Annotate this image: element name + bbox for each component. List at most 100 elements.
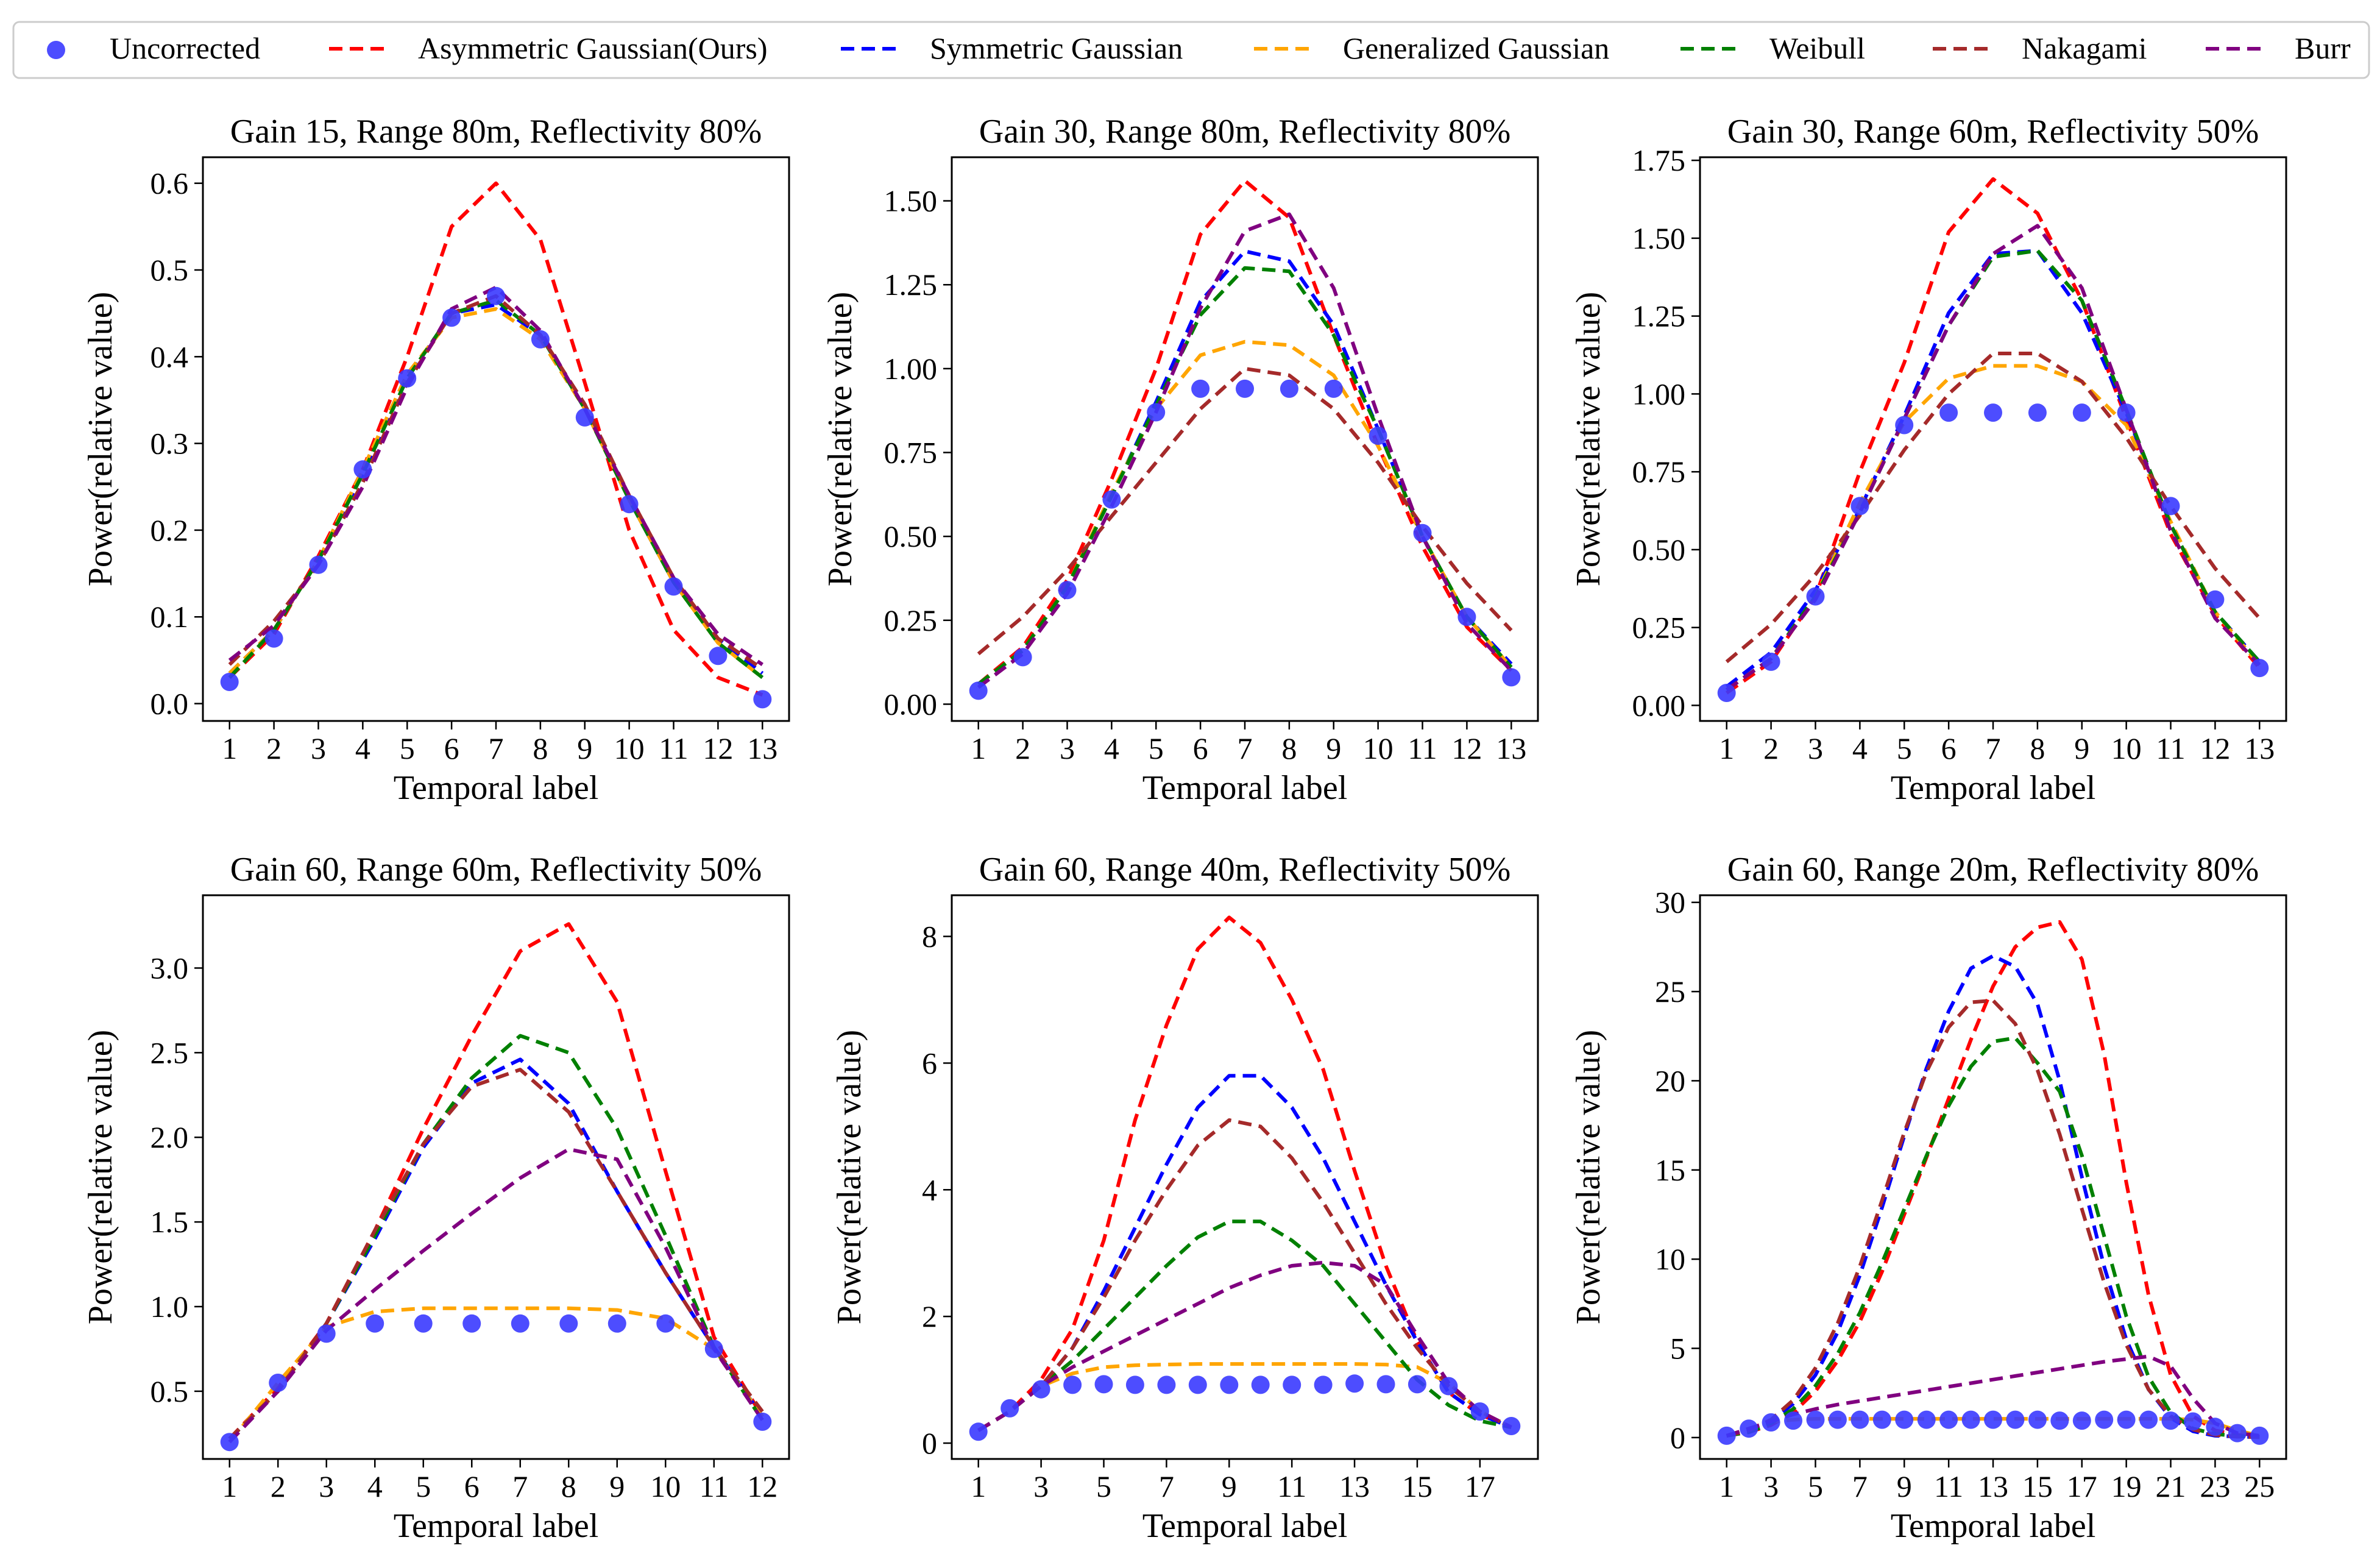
scatter-point-uncorrected <box>1280 379 1298 398</box>
series-line-nakagami <box>977 1118 1512 1432</box>
scatter-point-uncorrected <box>317 1324 336 1343</box>
legend-entry-asymmetric-gaussian: Asymmetric Gaussian(Ours) <box>329 31 768 65</box>
x-tick-label: 21 <box>2156 1469 2186 1503</box>
scatter-point-uncorrected <box>969 1422 988 1441</box>
legend-entry-weibull: Weibull <box>1681 31 1865 65</box>
legend-label-uncorrected: Uncorrected <box>110 31 260 65</box>
series-line-burr <box>977 212 1513 689</box>
series-line-symmetric-gaussian <box>977 249 1513 686</box>
y-tick-label: 0.50 <box>1632 533 1686 567</box>
y-tick-label: 0.2 <box>151 513 189 547</box>
x-tick-label: 9 <box>609 1469 625 1503</box>
scatter-point-uncorrected <box>309 555 328 574</box>
plot-data <box>969 915 1521 1441</box>
scatter-point-uncorrected <box>2028 1410 2047 1429</box>
scatter-point-uncorrected <box>2161 1411 2180 1430</box>
x-tick-label: 12 <box>747 1469 777 1503</box>
scatter-point-uncorrected <box>1851 497 1869 516</box>
legend-label-burr: Burr <box>2295 31 2351 65</box>
scatter-point-uncorrected <box>1939 403 1958 422</box>
legend-entry-symmetric-gaussian: Symmetric Gaussian <box>841 31 1183 65</box>
x-tick-label: 12 <box>2200 731 2230 765</box>
y-tick-label: 0.50 <box>884 519 938 553</box>
scatter-point-uncorrected <box>1102 490 1121 509</box>
x-tick-label: 11 <box>699 1469 729 1503</box>
scatter-point-uncorrected <box>414 1314 433 1333</box>
chart-title: Gain 30, Range 60m, Reflectivity 50% <box>1727 113 2259 151</box>
x-tick-label: 3 <box>1763 1469 1779 1503</box>
scatter-point-uncorrected <box>2228 1424 2247 1443</box>
scatter-point-uncorrected <box>2139 1410 2158 1429</box>
scatter-point-uncorrected <box>1220 1375 1239 1394</box>
y-axis-label: Power(relative value) <box>831 1030 868 1325</box>
scatter-point-uncorrected <box>2072 403 2091 422</box>
scatter-point-uncorrected <box>1502 668 1521 687</box>
x-tick-label: 11 <box>1277 1469 1306 1503</box>
y-tick-label: 8 <box>922 920 937 954</box>
subplot-3: 1 2 3 4 5 6 7 8 9 10 11 12 130.000.250.500.751.001.2… <box>1570 113 2287 807</box>
x-tick-label: 5 <box>1149 731 1164 765</box>
y-tick-label: 0.75 <box>1632 455 1686 489</box>
legend-label-asymmetric-gaussian: Asymmetric Gaussian(Ours) <box>418 31 768 65</box>
y-axis-label: Power(relative value) <box>1570 1030 1607 1325</box>
series-line-weibull <box>1726 1036 2260 1439</box>
x-axis-label: Temporal label <box>394 769 599 807</box>
scatter-point-uncorrected <box>1895 1410 1914 1429</box>
x-tick-label: 9 <box>577 731 592 765</box>
scatter-point-uncorrected <box>1314 1375 1333 1394</box>
series-line-symmetric-gaussian <box>228 1057 764 1440</box>
y-tick-label: 2 <box>922 1299 937 1333</box>
legend-marker-uncorrected <box>47 41 65 59</box>
legend-entry-generalized-gaussian: Generalized Gaussian <box>1254 31 1609 65</box>
x-tick-label: 8 <box>1281 731 1297 765</box>
y-axis-label: Power(relative value) <box>821 292 859 587</box>
x-tick-label: 8 <box>533 731 548 765</box>
x-tick-label: 25 <box>2244 1469 2275 1503</box>
legend-label-weibull: Weibull <box>1769 31 1865 65</box>
scatter-point-uncorrected <box>2028 403 2047 422</box>
legend-entry-burr: Burr <box>2206 31 2351 65</box>
x-tick-label: 9 <box>1326 731 1341 765</box>
y-tick-label: 1.00 <box>884 352 938 386</box>
x-tick-label: 5 <box>1808 1469 1823 1503</box>
legend-frame <box>12 21 2370 79</box>
scatter-point-uncorrected <box>1283 1375 1302 1394</box>
scatter-point-uncorrected <box>1502 1417 1521 1435</box>
scatter-point-uncorrected <box>2184 1412 2202 1431</box>
y-axis-label: Power(relative value) <box>82 1030 119 1325</box>
scatter-point-uncorrected <box>753 690 772 709</box>
axes-frame <box>951 894 1539 1460</box>
scatter-point-uncorrected <box>607 1314 626 1333</box>
scatter-point-uncorrected <box>1058 581 1077 600</box>
series-line-asymmetric-gaussian <box>1725 177 2261 695</box>
scatter-point-uncorrected <box>1784 1411 1802 1430</box>
scatter-point-uncorrected <box>1917 1410 1936 1429</box>
series-line-burr <box>977 1260 1512 1432</box>
x-tick-label: 13 <box>1496 731 1526 765</box>
scatter-point-uncorrected <box>1717 1426 1736 1445</box>
scatter-point-uncorrected <box>1851 1410 1869 1429</box>
chart-title: Gain 30, Range 80m, Reflectivity 80% <box>979 113 1511 151</box>
axes-frame <box>951 156 1539 722</box>
series-line-asymmetric-gaussian <box>1726 920 2260 1439</box>
y-axis-label: Power(relative value) <box>82 292 119 587</box>
x-tick-label: 7 <box>489 731 504 765</box>
scatter-point-uncorrected <box>1408 1375 1426 1394</box>
chart-title: Gain 60, Range 20m, Reflectivity 80% <box>1727 851 2259 889</box>
series-line-symmetric-gaussian <box>977 1074 1512 1432</box>
scatter-point-uncorrected <box>1740 1419 1758 1438</box>
plot-data <box>220 181 772 709</box>
scatter-point-uncorrected <box>1188 1375 1207 1394</box>
scatter-point-uncorrected <box>664 577 683 596</box>
x-tick-label: 8 <box>561 1469 576 1503</box>
series-line-burr <box>1725 224 2261 692</box>
scatter-point-uncorrected <box>1439 1377 1458 1396</box>
scatter-point-uncorrected <box>1717 684 1736 702</box>
x-tick-label: 1 <box>971 731 986 765</box>
y-tick-label: 15 <box>1655 1153 1685 1187</box>
scatter-point-uncorrected <box>575 408 594 427</box>
y-tick-label: 0.6 <box>151 166 189 201</box>
y-tick-label: 1.0 <box>151 1290 189 1324</box>
